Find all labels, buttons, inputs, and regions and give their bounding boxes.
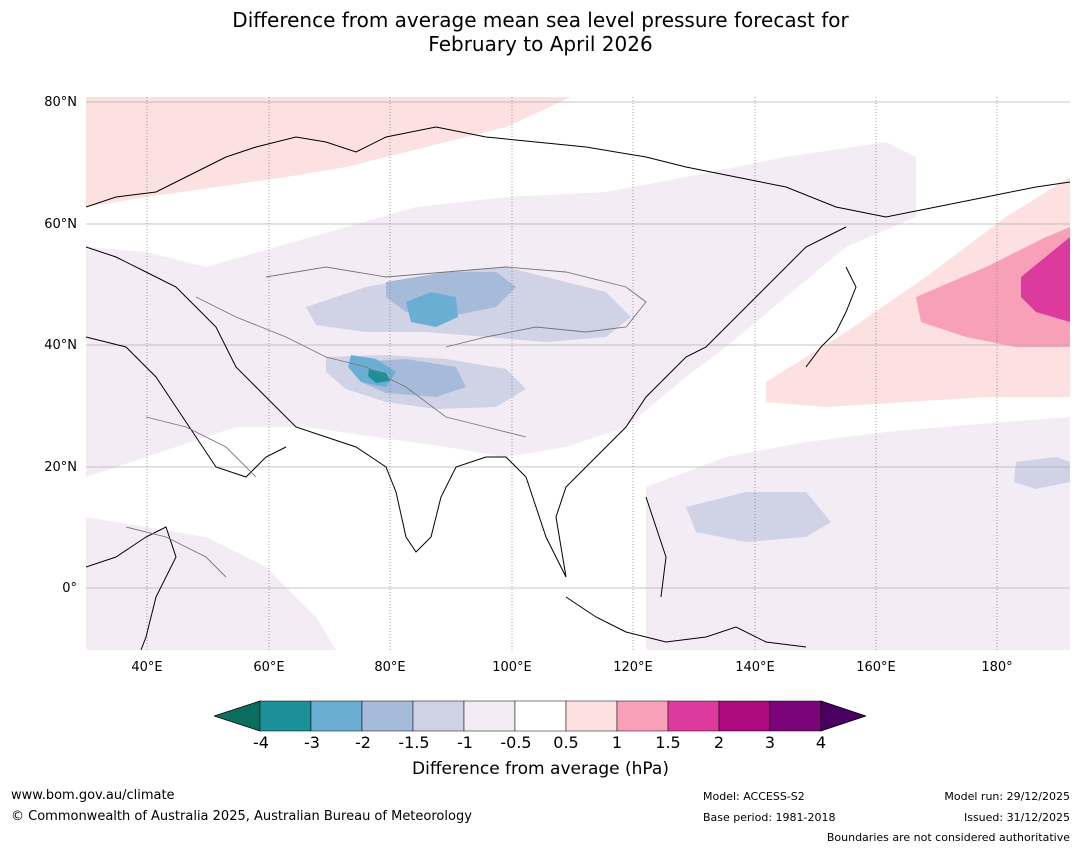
model-text: Model: ACCESS-S2 <box>703 790 805 803</box>
colorbar-tick: 0.5 <box>553 733 579 752</box>
colorbar-tick: -4 <box>253 733 269 752</box>
latitude-gridlines <box>86 101 1070 589</box>
anomaly-region-west-pacific <box>686 492 831 542</box>
anomaly-region-weak-negative-africa <box>86 517 336 650</box>
colorbar-bin-neg4-neg3 <box>259 700 312 732</box>
country-borders <box>125 266 647 578</box>
colorbar-tick: 4 <box>815 733 827 752</box>
colorbar-tick: 1.5 <box>655 733 681 752</box>
colorbar-tick: -1.5 <box>398 733 430 752</box>
anomaly-region-north-pacific-strong <box>1021 237 1070 322</box>
colorbar <box>214 700 866 732</box>
colorbar-bin-2-3 <box>718 700 771 732</box>
colorbar-tick: 1 <box>611 733 623 752</box>
colorbar-tick: -0.5 <box>500 733 532 752</box>
base-period-text: Base period: 1981-2018 <box>703 811 836 824</box>
model-run-text: Model run: 29/12/2025 <box>944 790 1070 803</box>
disclaimer-text: Boundaries are not considered authoritat… <box>826 831 1070 844</box>
lon-label-140e: 140°E <box>735 660 775 675</box>
lon-label-60e: 60°E <box>253 660 285 675</box>
lon-label-180: 180° <box>981 660 1013 675</box>
anomaly-region-karakoram-core <box>368 369 390 383</box>
anomaly-region-tarim <box>406 292 458 327</box>
pressure-anomaly-map <box>86 97 1070 650</box>
lon-label-80e: 80°E <box>374 660 406 675</box>
lon-label-100e: 100°E <box>492 660 532 675</box>
colorbar-bin-3-4 <box>769 700 822 732</box>
lat-label-80n: 80°N <box>44 95 77 110</box>
colorbar-bin-1-1.5 <box>616 700 669 732</box>
colorbar-bin-neg2-neg1.5 <box>361 700 414 732</box>
title-line-2: February to April 2026 <box>428 32 653 56</box>
colorbar-bin-1.5-2 <box>667 700 720 732</box>
issued-text: Issued: 31/12/2025 <box>963 811 1070 824</box>
lon-label-120e: 120°E <box>613 660 653 675</box>
lat-label-0: 0° <box>62 581 77 596</box>
lon-label-160e: 160°E <box>856 660 896 675</box>
colorbar-extend-high <box>820 700 866 732</box>
anomaly-region-north-pacific-moderate <box>916 227 1070 347</box>
anomaly-region-north-pacific-weak <box>766 177 1070 407</box>
title-line-1: Difference from average mean sea level p… <box>232 8 849 32</box>
colorbar-bin-neg1-neg0.5 <box>463 700 516 732</box>
anomaly-region-weak-negative-tropics <box>646 417 1070 650</box>
colorbar-tick: 3 <box>764 733 776 752</box>
colorbar-bin-0.5-1 <box>565 700 618 732</box>
colorbar-bin-neg3-neg2 <box>310 700 363 732</box>
map-svg <box>86 97 1070 650</box>
chart-title: Difference from average mean sea level p… <box>0 8 1081 56</box>
lat-label-60n: 60°N <box>44 217 77 232</box>
copyright-text: © Commonwealth of Australia 2025, Austra… <box>11 809 472 824</box>
colorbar-label: Difference from average (hPa) <box>412 759 669 779</box>
colorbar-bin-neg1.5-neg1 <box>412 700 465 732</box>
colorbar-extend-low <box>214 700 261 732</box>
anomaly-region-arctic-positive <box>86 97 571 207</box>
colorbar-tick: -2 <box>355 733 371 752</box>
colorbar-tick: 2 <box>713 733 725 752</box>
colorbar-tick: -1 <box>457 733 473 752</box>
longitude-gridlines <box>146 97 998 650</box>
website-link[interactable]: www.bom.gov.au/climate <box>11 788 175 803</box>
anomaly-region-central-pacific <box>1014 457 1070 489</box>
colorbar-tick: -3 <box>304 733 320 752</box>
lon-label-40e: 40°E <box>131 660 163 675</box>
colorbar-bin-neg0.5-0.5 <box>514 700 567 732</box>
coastlines <box>86 126 1070 650</box>
lat-label-20n: 20°N <box>44 460 77 475</box>
lat-label-40n: 40°N <box>44 338 77 353</box>
